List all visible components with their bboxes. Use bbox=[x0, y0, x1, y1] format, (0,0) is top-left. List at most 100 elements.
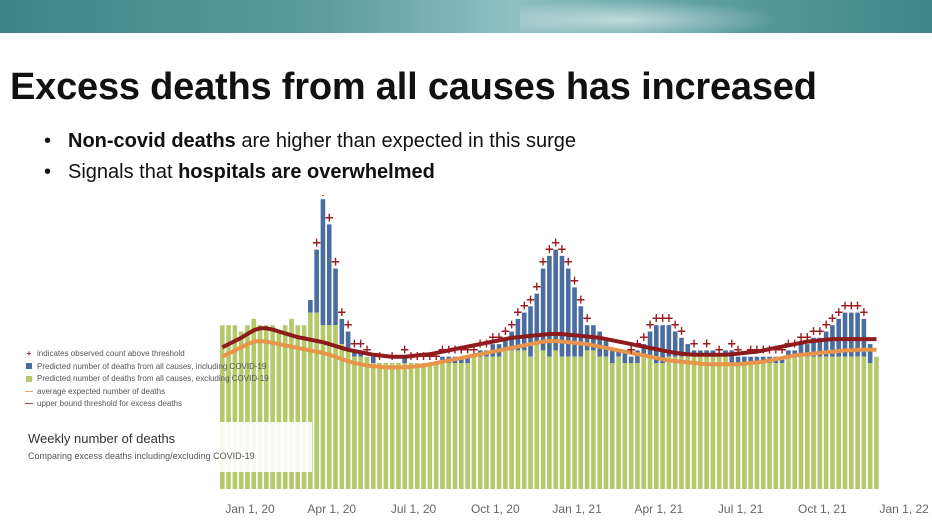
covid-bar bbox=[867, 344, 873, 363]
above-threshold-marker: + bbox=[463, 343, 473, 357]
covid-bar bbox=[547, 255, 552, 357]
non-covid-bar bbox=[471, 356, 477, 489]
above-threshold-marker: + bbox=[419, 349, 429, 363]
non-covid-bar bbox=[628, 363, 634, 489]
above-threshold-marker: + bbox=[444, 343, 454, 357]
above-threshold-marker: + bbox=[815, 324, 825, 338]
non-covid-bar bbox=[647, 356, 653, 489]
above-threshold-marker: + bbox=[406, 349, 416, 363]
non-covid-bar bbox=[710, 356, 716, 489]
above-threshold-marker: + bbox=[318, 195, 328, 199]
non-covid-bar bbox=[836, 356, 842, 489]
non-covid-bar bbox=[616, 356, 621, 489]
covid-bar bbox=[641, 344, 647, 357]
non-covid-bar bbox=[402, 363, 408, 489]
legend-label: upper bound threshold for excess deaths bbox=[37, 399, 182, 408]
non-covid-bar bbox=[679, 356, 684, 489]
non-covid-bar bbox=[339, 344, 345, 489]
covid-bar bbox=[616, 350, 621, 357]
legend-swatch bbox=[26, 363, 32, 370]
above-threshold-marker: + bbox=[525, 292, 535, 306]
above-threshold-marker: + bbox=[639, 330, 649, 344]
x-tick-label: Oct 1, 21 bbox=[798, 502, 847, 516]
above-threshold-marker: + bbox=[337, 305, 347, 319]
line-group bbox=[221, 326, 877, 370]
above-threshold-marker: + bbox=[790, 336, 800, 350]
non-covid-bar bbox=[490, 356, 496, 489]
non-covid-bar bbox=[301, 325, 307, 489]
bullet-1-bold: Non-covid deaths bbox=[68, 130, 236, 152]
non-covid-bar bbox=[603, 356, 609, 489]
non-covid-bar bbox=[666, 356, 672, 489]
above-threshold-marker: + bbox=[733, 343, 743, 357]
non-covid-bar bbox=[779, 363, 785, 489]
x-tick-label: Jan 1, 21 bbox=[552, 502, 602, 516]
caption-title: Weekly number of deaths bbox=[28, 431, 176, 446]
non-covid-bar bbox=[609, 363, 615, 489]
non-covid-bar bbox=[314, 312, 319, 489]
bullet-marker: • bbox=[44, 161, 52, 183]
covid-bar bbox=[817, 337, 823, 357]
non-covid-bar bbox=[257, 325, 263, 489]
above-threshold-marker: + bbox=[312, 236, 322, 250]
non-covid-bar bbox=[591, 350, 596, 489]
legend-label: Predicted number of deaths from all caus… bbox=[37, 361, 267, 371]
covid-bar bbox=[559, 255, 565, 357]
non-covid-bar bbox=[817, 356, 823, 489]
legend-item: Predicted number of deaths from all caus… bbox=[24, 361, 269, 374]
covid-bar bbox=[578, 306, 584, 357]
covid-bar bbox=[842, 312, 848, 357]
x-tick-label: Jul 1, 20 bbox=[391, 502, 437, 516]
non-covid-bar bbox=[377, 363, 382, 489]
non-covid-bar bbox=[798, 356, 804, 489]
covid-bar bbox=[528, 306, 533, 357]
non-covid-bar bbox=[421, 363, 426, 489]
covid-bar bbox=[748, 356, 753, 363]
x-tick-label: Apr 1, 20 bbox=[307, 502, 356, 516]
covid-bar bbox=[572, 287, 577, 357]
covid-bar bbox=[503, 337, 508, 351]
non-covid-bar bbox=[716, 356, 722, 489]
non-covid-bar bbox=[565, 356, 571, 489]
above-threshold-marker: + bbox=[783, 336, 793, 350]
non-covid-bar bbox=[748, 363, 753, 489]
non-covid-bar bbox=[295, 325, 301, 489]
chart-caption: Weekly number of deaths Comparing excess… bbox=[22, 422, 312, 472]
legend-symbol bbox=[24, 373, 34, 386]
bullet-2-bold: hospitals are overwhelmed bbox=[178, 161, 435, 183]
above-threshold-marker: + bbox=[777, 343, 787, 357]
non-covid-bar bbox=[874, 356, 879, 489]
non-covid-bar bbox=[364, 356, 370, 489]
above-threshold-marker: + bbox=[771, 343, 781, 357]
above-threshold-marker: + bbox=[450, 343, 460, 357]
above-threshold-marker: + bbox=[802, 330, 812, 344]
covid-bar bbox=[685, 344, 691, 357]
non-covid-bar bbox=[729, 363, 735, 489]
caption-subtitle: Comparing excess deaths including/exclud… bbox=[28, 451, 255, 461]
covid-bar bbox=[654, 325, 659, 363]
non-covid-bar bbox=[553, 350, 558, 489]
above-threshold-marker: + bbox=[519, 299, 529, 313]
non-covid-bar bbox=[251, 318, 257, 489]
non-covid-bar bbox=[842, 356, 848, 489]
above-threshold-marker: + bbox=[796, 330, 806, 344]
above-threshold-marker: + bbox=[670, 318, 680, 332]
covid-bar bbox=[754, 356, 760, 363]
covid-bar bbox=[786, 350, 791, 357]
covid-bar bbox=[849, 312, 854, 357]
non-covid-bar bbox=[452, 363, 458, 489]
non-covid-bar bbox=[540, 350, 546, 489]
above-threshold-marker: + bbox=[400, 343, 410, 357]
above-threshold-marker: + bbox=[570, 273, 580, 287]
above-threshold-marker: + bbox=[557, 242, 567, 256]
legend-item: — average expected number of deaths bbox=[24, 386, 269, 399]
non-covid-bar bbox=[427, 363, 433, 489]
non-covid-bar bbox=[326, 325, 332, 489]
non-covid-bar bbox=[503, 350, 508, 489]
covid-bar bbox=[647, 331, 653, 357]
above-threshold-marker: + bbox=[582, 311, 592, 325]
covid-bar bbox=[798, 344, 804, 357]
above-threshold-marker: + bbox=[853, 299, 863, 313]
above-threshold-marker: + bbox=[475, 336, 485, 350]
non-covid-bar bbox=[855, 356, 860, 489]
